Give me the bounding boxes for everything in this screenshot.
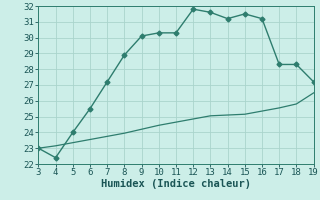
X-axis label: Humidex (Indice chaleur): Humidex (Indice chaleur) (101, 179, 251, 189)
